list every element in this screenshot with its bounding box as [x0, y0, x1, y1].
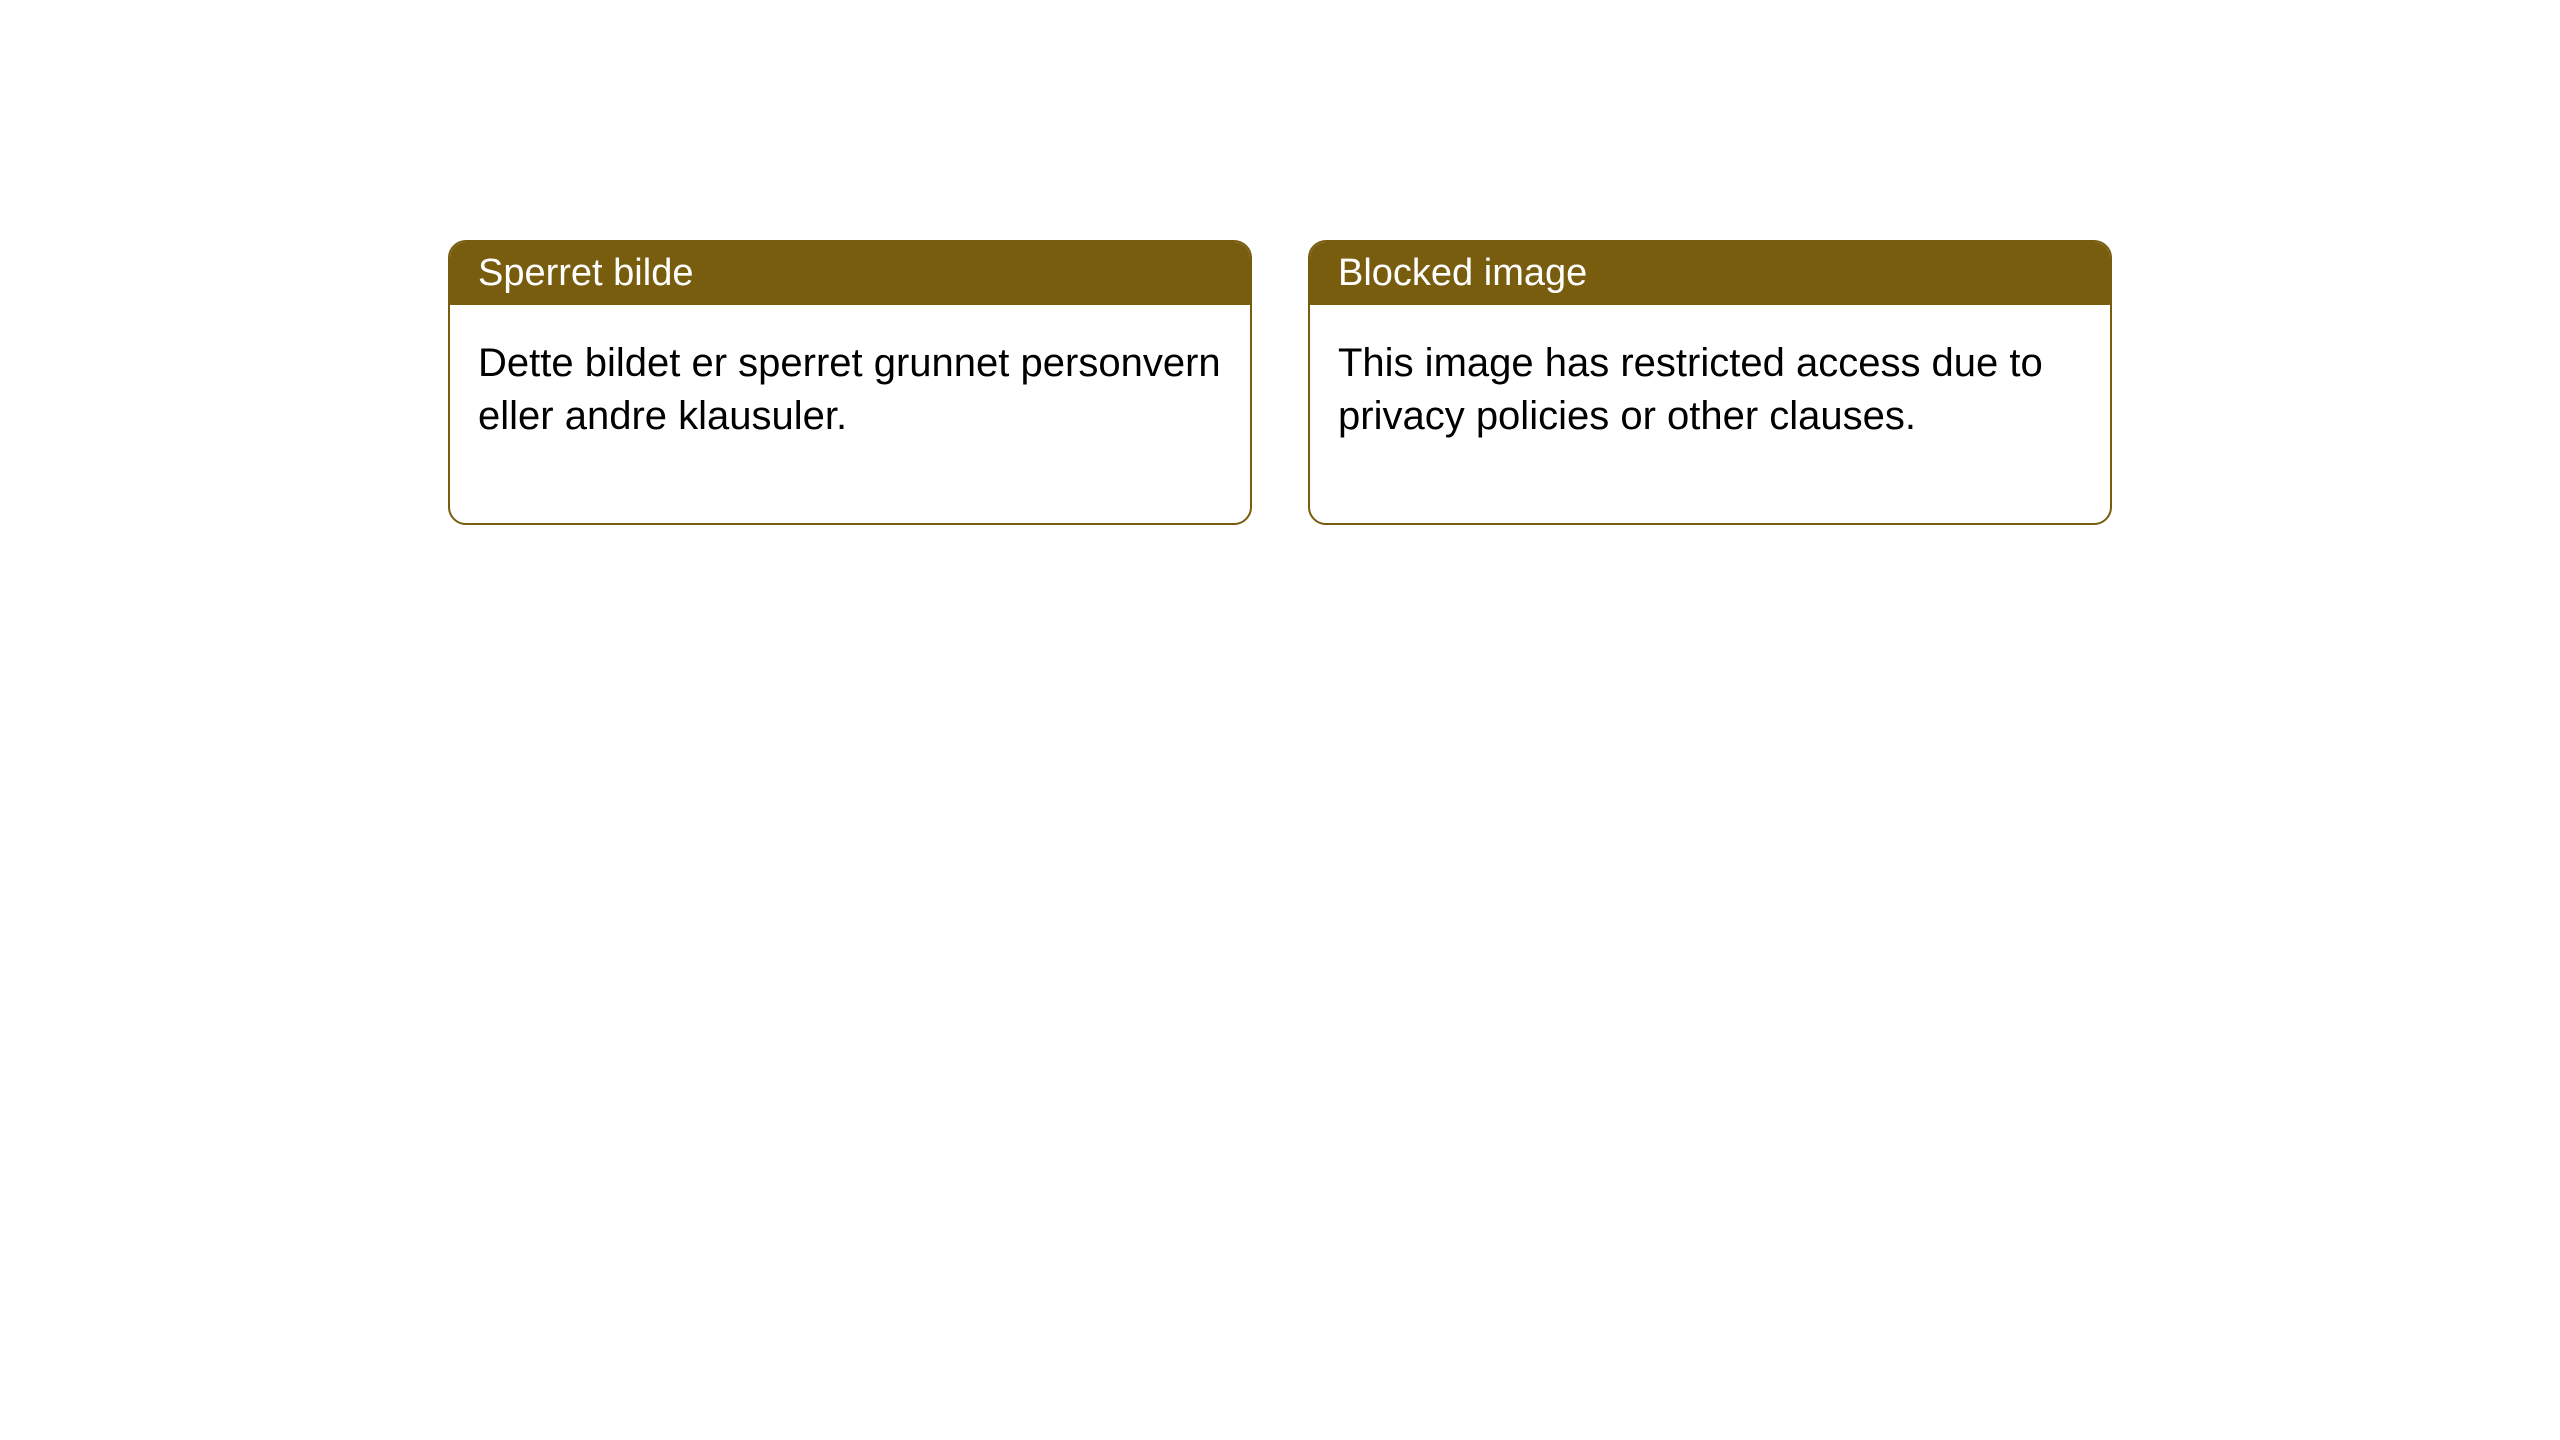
notice-body-en: This image has restricted access due to … — [1310, 305, 2110, 523]
notice-message-no: Dette bildet er sperret grunnet personve… — [478, 341, 1221, 438]
notice-title-en: Blocked image — [1338, 252, 1587, 294]
notice-message-en: This image has restricted access due to … — [1338, 341, 2043, 438]
notice-body-no: Dette bildet er sperret grunnet personve… — [450, 305, 1250, 523]
notice-container: Sperret bilde Dette bildet er sperret gr… — [0, 0, 2560, 525]
notice-title-no: Sperret bilde — [478, 252, 693, 294]
notice-header-no: Sperret bilde — [450, 242, 1250, 305]
notice-header-en: Blocked image — [1310, 242, 2110, 305]
notice-card-no: Sperret bilde Dette bildet er sperret gr… — [448, 240, 1252, 525]
notice-card-en: Blocked image This image has restricted … — [1308, 240, 2112, 525]
